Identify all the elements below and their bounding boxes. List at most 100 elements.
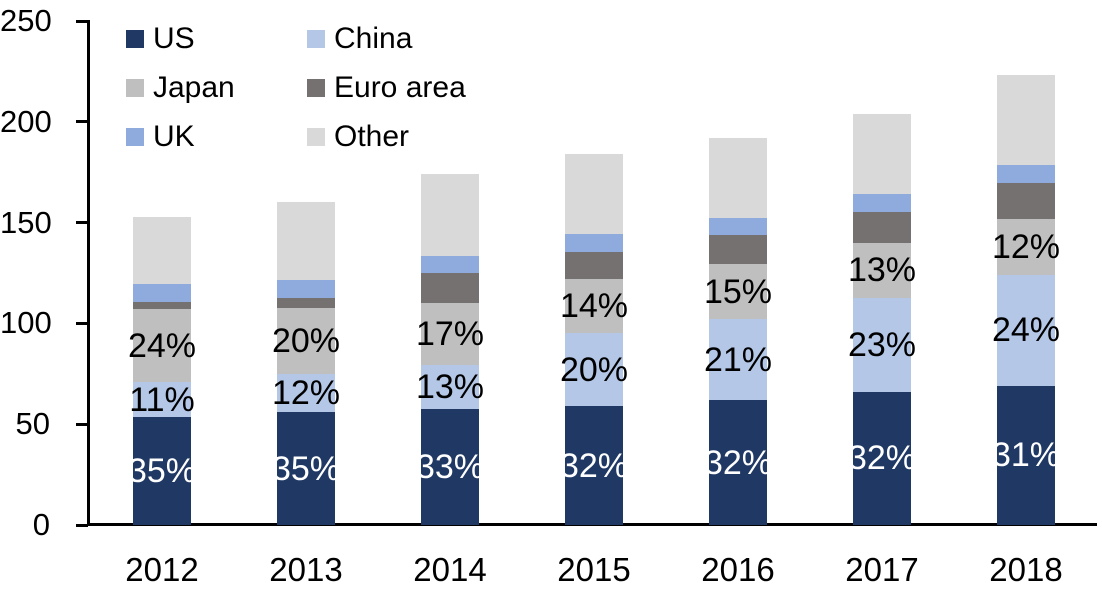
- legend-swatch-china-icon: [307, 30, 325, 48]
- legend-item-us: US: [126, 22, 307, 56]
- bar-segment-us-2018: [997, 385, 1055, 525]
- bar-segment-uk-2017: [853, 194, 911, 212]
- segment-percent-label-us-2012: 35%: [127, 452, 197, 491]
- y-axis-tick-label: 0: [32, 507, 50, 542]
- bar-segment-euro-area-2018: [997, 183, 1055, 219]
- y-axis-tick-label: 50: [15, 406, 50, 442]
- bar-segment-other-2017: [853, 113, 911, 195]
- legend-item-euro-area: Euro area: [307, 71, 466, 105]
- bar-segment-japan-2015: [565, 279, 623, 334]
- bar-segment-other-2014: [421, 174, 479, 256]
- bar-segment-china-2014: [421, 364, 479, 410]
- bar-segment-euro-area-2012: [133, 302, 191, 310]
- legend-swatch-other-icon: [307, 128, 325, 146]
- bar-segment-other-2012: [133, 216, 191, 285]
- segment-percent-label-china-2014: 13%: [415, 367, 485, 406]
- bar-segment-uk-2015: [565, 233, 623, 252]
- bar-segment-japan-2017: [853, 242, 911, 299]
- segment-percent-label-china-2016: 21%: [703, 340, 773, 379]
- segment-percent-label-us-2014: 33%: [415, 448, 485, 487]
- segment-percent-label-china-2017: 23%: [847, 326, 917, 365]
- bar-segment-other-2018: [997, 75, 1055, 166]
- legend-label-euro-area: Euro area: [334, 71, 466, 104]
- y-axis-tick: [76, 321, 88, 325]
- bar-segment-euro-area-2013: [277, 298, 335, 309]
- segment-percent-label-us-2016: 32%: [703, 443, 773, 482]
- bar-segment-japan-2018: [997, 218, 1055, 275]
- bar-segment-china-2012: [133, 381, 191, 418]
- legend-label-us: US: [153, 22, 195, 55]
- x-axis-label-2013: 2013: [269, 551, 343, 588]
- legend-label-other: Other: [334, 120, 410, 153]
- bar-segment-euro-area-2016: [709, 234, 767, 264]
- bar-segment-us-2015: [565, 406, 623, 525]
- y-axis-tick: [76, 422, 88, 426]
- segment-percent-label-japan-2016: 15%: [703, 272, 773, 311]
- bar-segment-other-2013: [277, 202, 335, 281]
- bar-segment-euro-area-2015: [565, 251, 623, 280]
- bar-segment-china-2013: [277, 373, 335, 413]
- y-axis-line: [87, 20, 90, 526]
- bar-segment-euro-area-2017: [853, 211, 911, 243]
- legend-swatch-uk-icon: [126, 128, 144, 146]
- bar-segment-china-2015: [565, 333, 623, 407]
- bar-segment-uk-2016: [709, 217, 767, 235]
- bar-segment-japan-2014: [421, 303, 479, 365]
- bar-segment-other-2015: [565, 154, 623, 234]
- bar-segment-other-2016: [709, 137, 767, 218]
- legend-item-uk: UK: [126, 120, 307, 154]
- segment-percent-label-us-2017: 32%: [847, 439, 917, 478]
- y-axis-tick: [76, 221, 88, 225]
- x-axis-label-2017: 2017: [845, 551, 919, 588]
- legend-item-other: Other: [307, 120, 466, 154]
- legend-item-japan: Japan: [126, 71, 307, 105]
- legend: US China Japan Euro area UK Other: [126, 22, 466, 169]
- bar-segment-euro-area-2014: [421, 273, 479, 304]
- bar-segment-us-2014: [421, 409, 479, 525]
- bar-segment-uk-2012: [133, 284, 191, 303]
- bar-segment-japan-2013: [277, 308, 335, 374]
- segment-percent-label-us-2013: 35%: [271, 449, 341, 488]
- bar-segment-us-2017: [853, 391, 911, 525]
- bar-segment-us-2012: [133, 417, 191, 525]
- segment-percent-label-china-2013: 12%: [271, 373, 341, 412]
- bar-segment-uk-2014: [421, 255, 479, 273]
- segment-percent-label-china-2015: 20%: [559, 350, 629, 389]
- segment-percent-label-china-2012: 11%: [129, 380, 195, 419]
- segment-percent-label-japan-2014: 17%: [415, 314, 485, 353]
- legend-item-china: China: [307, 22, 466, 56]
- bar-segment-uk-2013: [277, 280, 335, 299]
- y-axis-tick: [76, 19, 88, 23]
- legend-swatch-us-icon: [126, 30, 144, 48]
- bar-segment-japan-2016: [709, 263, 767, 320]
- x-axis-label-2014: 2014: [413, 551, 487, 588]
- segment-percent-label-us-2018: 31%: [991, 436, 1061, 475]
- segment-percent-label-japan-2018: 12%: [991, 227, 1061, 266]
- segment-percent-label-japan-2015: 14%: [559, 287, 629, 326]
- x-axis-label-2016: 2016: [701, 551, 775, 588]
- x-axis-label-2015: 2015: [557, 551, 631, 588]
- legend-swatch-japan-icon: [126, 79, 144, 97]
- y-axis-tick-label: 100: [0, 305, 52, 341]
- y-axis-tick-label: 200: [0, 103, 52, 139]
- segment-percent-label-us-2015: 32%: [559, 446, 629, 485]
- segment-percent-label-japan-2013: 20%: [271, 322, 341, 361]
- legend-label-japan: Japan: [153, 71, 235, 104]
- legend-swatch-euro-area-icon: [307, 79, 325, 97]
- bar-segment-japan-2012: [133, 309, 191, 382]
- segment-percent-label-china-2018: 24%: [991, 311, 1061, 350]
- segment-percent-label-japan-2017: 13%: [847, 251, 917, 290]
- bar-segment-us-2013: [277, 412, 335, 525]
- y-axis-tick: [76, 120, 88, 124]
- bar-segment-china-2018: [997, 275, 1055, 386]
- bar-segment-us-2016: [709, 400, 767, 525]
- bar-segment-china-2017: [853, 298, 911, 392]
- y-axis-tick: [76, 523, 88, 527]
- segment-percent-label-japan-2012: 24%: [127, 326, 197, 365]
- y-axis-tick-label: 150: [0, 204, 52, 240]
- bar-segment-china-2016: [709, 319, 767, 400]
- x-axis-label-2012: 2012: [125, 551, 199, 588]
- bar-segment-uk-2018: [997, 165, 1055, 184]
- legend-label-uk: UK: [153, 120, 195, 153]
